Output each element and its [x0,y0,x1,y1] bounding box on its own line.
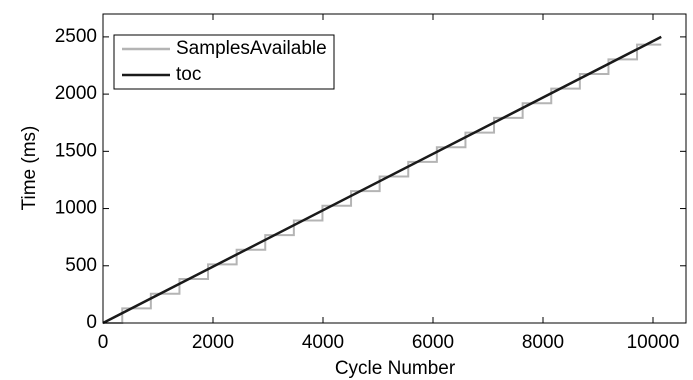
y-tick-label: 2500 [55,26,97,47]
legend-label: toc [176,64,201,85]
y-tick-label: 1500 [55,140,97,161]
x-tick-label: 10000 [627,332,680,353]
x-tick-label: 8000 [522,332,564,353]
y-axis-label: Time (ms) [19,126,40,211]
x-tick-label: 4000 [302,332,344,353]
series-line [102,35,662,325]
x-tick-label: 0 [98,332,109,353]
x-tick-label: 2000 [192,332,234,353]
axes-box [102,13,687,324]
y-tick-label: 0 [86,312,97,333]
y-tick-label: 1000 [55,198,97,219]
x-tick-label: 6000 [412,332,454,353]
series-line [103,43,662,324]
legend-label: SamplesAvailable [176,38,327,59]
legend-box [113,34,335,90]
y-tick-label: 2000 [55,83,97,104]
x-axis-label: Cycle Number [335,358,456,379]
y-tick-label: 500 [65,255,97,276]
